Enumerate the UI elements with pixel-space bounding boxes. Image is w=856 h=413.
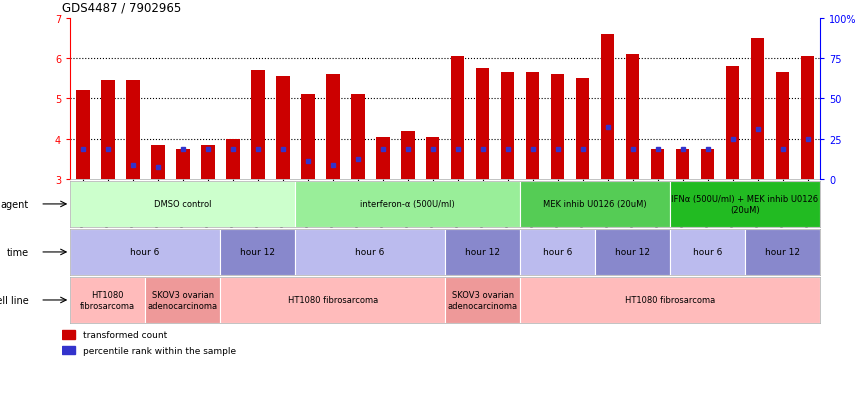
Text: hour 12: hour 12 <box>765 248 800 257</box>
Text: hour 12: hour 12 <box>465 248 500 257</box>
Bar <box>300 95 314 180</box>
Bar <box>726 67 740 180</box>
Bar <box>276 77 289 180</box>
Bar <box>520 277 820 323</box>
Bar <box>220 229 295 275</box>
Bar <box>70 181 295 228</box>
Bar <box>175 150 189 180</box>
Text: hour 6: hour 6 <box>130 248 160 257</box>
Bar <box>595 229 670 275</box>
Bar <box>62 330 75 339</box>
Text: GDS4487 / 7902965: GDS4487 / 7902965 <box>62 2 181 14</box>
Bar <box>576 79 590 180</box>
Bar <box>476 69 490 180</box>
Bar <box>501 73 514 180</box>
Bar <box>626 55 639 180</box>
Bar <box>201 145 215 180</box>
Bar <box>70 229 220 275</box>
Text: cell line: cell line <box>0 295 29 305</box>
Bar <box>295 229 445 275</box>
Bar <box>601 35 615 180</box>
Bar <box>351 95 365 180</box>
Bar <box>220 277 445 323</box>
Bar <box>445 229 520 275</box>
Bar <box>376 138 389 180</box>
Bar <box>745 229 820 275</box>
Bar <box>526 73 539 180</box>
Text: interferon-α (500U/ml): interferon-α (500U/ml) <box>360 200 455 209</box>
Bar <box>751 39 764 180</box>
Bar <box>326 75 340 180</box>
Text: hour 6: hour 6 <box>693 248 722 257</box>
Text: SKOV3 ovarian
adenocarcinoma: SKOV3 ovarian adenocarcinoma <box>448 291 518 310</box>
Bar <box>251 71 265 180</box>
Bar <box>126 81 140 180</box>
Text: agent: agent <box>1 199 29 209</box>
Bar <box>70 277 146 323</box>
Bar <box>226 140 240 180</box>
Bar <box>800 57 814 180</box>
Bar <box>651 150 664 180</box>
Bar <box>675 150 689 180</box>
Text: percentile rank within the sample: percentile rank within the sample <box>83 346 236 355</box>
Bar <box>445 277 520 323</box>
Bar <box>401 131 414 180</box>
Text: MEK inhib U0126 (20uM): MEK inhib U0126 (20uM) <box>544 200 647 209</box>
Text: HT1080 fibrosarcoma: HT1080 fibrosarcoma <box>288 296 377 305</box>
Bar <box>146 277 220 323</box>
Text: time: time <box>7 247 29 257</box>
Text: hour 12: hour 12 <box>241 248 275 257</box>
Text: hour 6: hour 6 <box>543 248 573 257</box>
Bar <box>62 346 75 355</box>
Bar <box>295 181 520 228</box>
Bar <box>520 181 670 228</box>
Bar <box>670 229 745 275</box>
Bar <box>101 81 115 180</box>
Text: HT1080
fibrosarcoma: HT1080 fibrosarcoma <box>80 291 135 310</box>
Text: transformed count: transformed count <box>83 330 167 339</box>
Bar <box>151 145 164 180</box>
Text: hour 6: hour 6 <box>355 248 385 257</box>
Bar <box>776 73 789 180</box>
Bar <box>701 150 715 180</box>
Bar <box>451 57 465 180</box>
Bar <box>425 138 439 180</box>
Text: hour 12: hour 12 <box>615 248 650 257</box>
Text: DMSO control: DMSO control <box>154 200 211 209</box>
Text: IFNα (500U/ml) + MEK inhib U0126
(20uM): IFNα (500U/ml) + MEK inhib U0126 (20uM) <box>671 195 818 214</box>
Text: SKOV3 ovarian
adenocarcinoma: SKOV3 ovarian adenocarcinoma <box>147 291 217 310</box>
Bar <box>670 181 820 228</box>
Bar <box>76 91 90 180</box>
Text: HT1080 fibrosarcoma: HT1080 fibrosarcoma <box>625 296 716 305</box>
Bar <box>550 75 564 180</box>
Bar <box>520 229 595 275</box>
